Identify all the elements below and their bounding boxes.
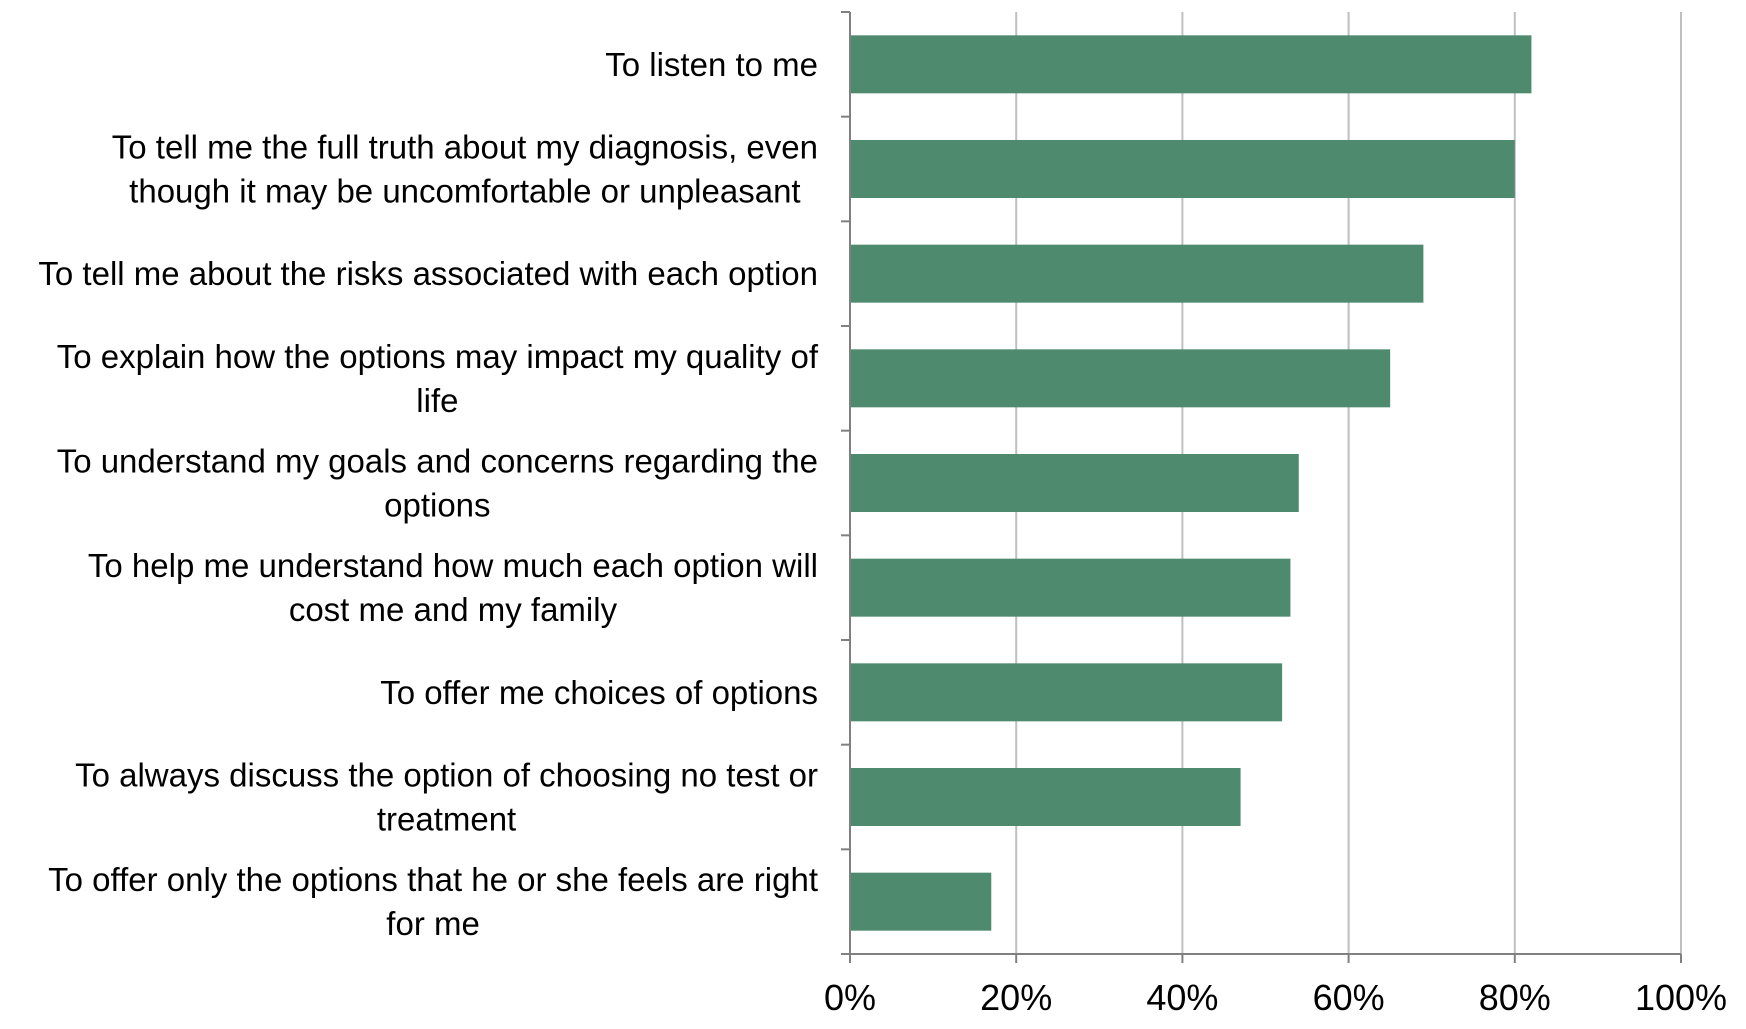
x-tick-label: 0%: [824, 977, 876, 1018]
category-label-line: To explain how the options may impact my…: [57, 338, 819, 375]
category-label-line: To tell me about the risks associated wi…: [38, 255, 818, 292]
category-label-line: treatment: [377, 801, 516, 838]
category-label-line: To tell me the full truth about my diagn…: [112, 129, 818, 166]
category-label: To explain how the options may impact my…: [57, 338, 819, 419]
category-label: To always discuss the option of choosing…: [75, 757, 818, 838]
category-label: To help me understand how much each opti…: [88, 547, 818, 628]
category-label-line: To help me understand how much each opti…: [88, 547, 818, 584]
bars: [850, 35, 1532, 931]
category-label-line: To listen to me: [605, 46, 818, 83]
bar: [850, 454, 1299, 512]
bar: [850, 349, 1391, 408]
category-label-line: To offer me choices of options: [380, 674, 818, 711]
category-label-line: life: [416, 382, 458, 419]
category-label: To understand my goals and concerns rega…: [57, 443, 818, 524]
category-label: To tell me about the risks associated wi…: [38, 255, 818, 292]
category-label-line: though it may be uncomfortable or unplea…: [129, 173, 800, 210]
category-label: To listen to me: [605, 46, 818, 83]
x-tick-label: 80%: [1479, 977, 1551, 1018]
category-label: To tell me the full truth about my diagn…: [112, 129, 818, 210]
x-tick-label: 20%: [980, 977, 1052, 1018]
category-label-line: To always discuss the option of choosing…: [75, 757, 818, 794]
axes: [841, 11, 1682, 963]
bar: [850, 558, 1291, 617]
category-label-line: for me: [386, 905, 480, 942]
x-tick-label: 100%: [1635, 977, 1727, 1018]
category-label: To offer only the options that he or she…: [48, 861, 818, 942]
category-label-line: options: [384, 487, 490, 524]
bar: [850, 768, 1241, 826]
bar: [850, 244, 1424, 303]
bar: [850, 663, 1283, 722]
category-label-line: cost me and my family: [289, 591, 618, 628]
category-label-line: To understand my goals and concerns rega…: [57, 443, 818, 480]
category-label: To offer me choices of options: [380, 674, 818, 711]
bar: [850, 35, 1532, 94]
category-label-line: To offer only the options that he or she…: [48, 861, 818, 898]
x-tick-labels: 0% 20% 40% 60% 80% 100%: [824, 977, 1727, 1018]
bar: [850, 140, 1515, 198]
category-labels: To listen to me To tell me the full truth…: [38, 46, 818, 942]
x-tick-label: 40%: [1146, 977, 1218, 1018]
bar: [850, 872, 992, 931]
x-tick-label: 60%: [1313, 977, 1385, 1018]
